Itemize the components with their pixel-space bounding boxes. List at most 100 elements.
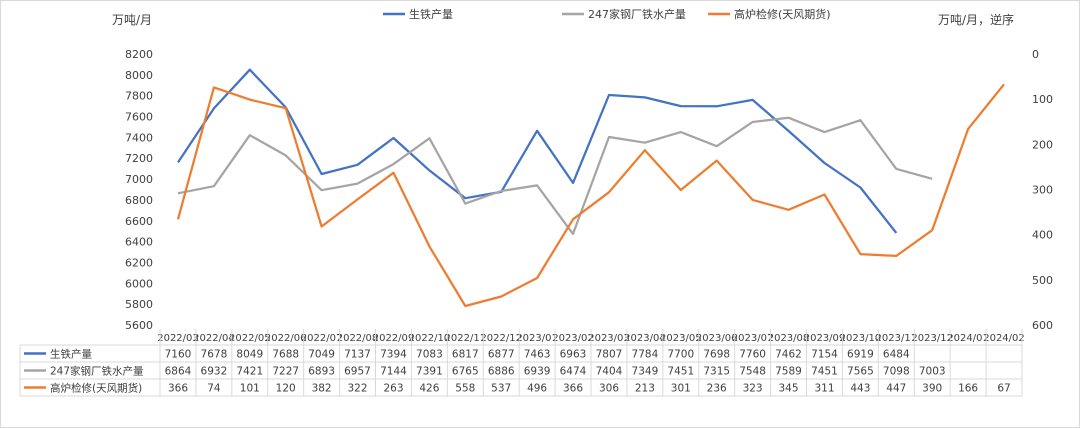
right-axis-ticks: 0 100 200 300 400 500 600 bbox=[1032, 48, 1053, 332]
table-cell-value: 6817 bbox=[452, 349, 479, 361]
right-tick-label: 100 bbox=[1032, 93, 1053, 106]
table-cell-value: 6893 bbox=[308, 366, 335, 378]
table-cell-value: 7548 bbox=[739, 366, 766, 378]
left-tick-label: 7800 bbox=[125, 90, 153, 103]
table-cell-value: 7137 bbox=[344, 349, 371, 361]
table-cell-value: 558 bbox=[455, 383, 475, 395]
category-label: 2023/10 bbox=[840, 333, 882, 344]
table-cell-value: 7003 bbox=[919, 366, 946, 378]
category-label: 2023/07 bbox=[732, 333, 774, 344]
legend-label: 生铁产量 bbox=[409, 7, 453, 21]
table-cell-value: 7463 bbox=[524, 349, 551, 361]
table-cell-value: 443 bbox=[850, 383, 870, 395]
category-label: 2022/04 bbox=[193, 333, 235, 344]
table-cell-value: 6877 bbox=[488, 349, 515, 361]
category-label: 2022/07 bbox=[301, 333, 343, 344]
left-tick-label: 7000 bbox=[125, 173, 153, 186]
table-cell-value: 7700 bbox=[667, 349, 694, 361]
table-cell-value: 7154 bbox=[811, 349, 838, 361]
table-row-label: 247家钢厂铁水产量 bbox=[50, 365, 144, 378]
right-tick-label: 600 bbox=[1032, 319, 1053, 332]
category-label: 2023/12 bbox=[911, 333, 953, 344]
table-cell-value: 6932 bbox=[201, 366, 228, 378]
left-tick-label: 6800 bbox=[125, 194, 153, 207]
table-cell-value: 6765 bbox=[452, 366, 479, 378]
category-label: 2023/04 bbox=[624, 333, 666, 344]
table-cell-value: 7160 bbox=[165, 349, 192, 361]
table-cell-value: 6919 bbox=[847, 349, 874, 361]
table-cell-value: 496 bbox=[527, 383, 547, 395]
table-cell-value: 7451 bbox=[667, 366, 694, 378]
table-cell-value: 323 bbox=[743, 383, 763, 395]
table-cell-value: 382 bbox=[312, 383, 332, 395]
category-label: 2022/06 bbox=[265, 333, 307, 344]
table-cell-value: 6957 bbox=[344, 366, 371, 378]
category-label: 2022/12 bbox=[480, 333, 522, 344]
table-cell-value: 74 bbox=[207, 383, 221, 395]
series-line-3 bbox=[176, 83, 1005, 308]
left-axis-ticks: 5600 5800 6000 6200 6400 6600 6800 7000 7200 7400… bbox=[125, 48, 153, 332]
right-tick-label: 400 bbox=[1032, 229, 1053, 242]
category-label: 2022/08 bbox=[337, 333, 379, 344]
table-cell-value: 306 bbox=[599, 383, 619, 395]
table-cell-value: 7144 bbox=[380, 366, 407, 378]
table-cell-value: 6474 bbox=[560, 366, 587, 378]
category-label: 2022/11 bbox=[445, 333, 487, 344]
category-label: 2023/02 bbox=[552, 333, 594, 344]
left-tick-label: 6400 bbox=[125, 236, 153, 249]
table-cell-value: 6864 bbox=[165, 366, 192, 378]
table-cell-value: 447 bbox=[886, 383, 906, 395]
table-cell-value: 6963 bbox=[560, 349, 587, 361]
left-tick-label: 8000 bbox=[125, 69, 153, 82]
table-cell-value: 7098 bbox=[883, 366, 910, 378]
table-cell-value: 7688 bbox=[272, 349, 299, 361]
table-cell-value: 67 bbox=[997, 383, 1010, 395]
legend-label: 高炉检修(天风期货) bbox=[734, 7, 831, 21]
left-tick-label: 7200 bbox=[125, 152, 153, 165]
table-cell-value: 366 bbox=[168, 383, 188, 395]
category-label: 2023/03 bbox=[588, 333, 630, 344]
table-cell-value: 7698 bbox=[703, 349, 730, 361]
right-tick-label: 500 bbox=[1032, 274, 1053, 287]
table-cell-value: 7678 bbox=[201, 349, 228, 361]
category-label: 2023/06 bbox=[696, 333, 738, 344]
table-cell-value: 166 bbox=[958, 383, 978, 395]
table-cell-value: 7451 bbox=[811, 366, 838, 378]
table-cell-value: 7315 bbox=[703, 366, 730, 378]
category-label: 2023/11 bbox=[876, 333, 918, 344]
category-label: 2022/09 bbox=[373, 333, 415, 344]
left-tick-label: 8200 bbox=[125, 48, 153, 61]
table-cell-value: 8049 bbox=[236, 349, 263, 361]
plot-lines bbox=[176, 68, 1005, 308]
table-cell-value: 7349 bbox=[632, 366, 659, 378]
category-label: 2022/05 bbox=[229, 333, 271, 344]
right-tick-label: 300 bbox=[1032, 184, 1053, 197]
left-axis-label: 万吨/月 bbox=[112, 13, 152, 27]
table-cell-value: 311 bbox=[814, 383, 834, 395]
category-label: 2022/03 bbox=[157, 333, 199, 344]
table-cell-value: 6484 bbox=[883, 349, 910, 361]
table-cell-value: 7049 bbox=[308, 349, 335, 361]
category-label: 2022/10 bbox=[409, 333, 451, 344]
category-label: 2023/08 bbox=[768, 333, 810, 344]
table-cell-value: 7565 bbox=[847, 366, 874, 378]
table-cell-value: 7394 bbox=[380, 349, 407, 361]
legend-label: 247家钢厂铁水产量 bbox=[588, 7, 686, 21]
table-cell-value: 7227 bbox=[272, 366, 299, 378]
table-cell-value: 7421 bbox=[236, 366, 263, 378]
left-tick-label: 5600 bbox=[125, 319, 153, 332]
right-tick-label: 0 bbox=[1032, 48, 1039, 61]
category-label: 2023/01 bbox=[516, 333, 558, 344]
table-cell-value: 366 bbox=[563, 383, 583, 395]
category-label: 2024/02 bbox=[983, 333, 1025, 344]
table-cell-value: 6886 bbox=[488, 366, 515, 378]
table-cell-value: 101 bbox=[240, 383, 260, 395]
table-cell-value: 6939 bbox=[524, 366, 551, 378]
table-row-label: 高炉检修(天风期货) bbox=[50, 382, 142, 395]
right-axis-label: 万吨/月，逆序 bbox=[938, 12, 1014, 27]
table-cell-value: 7462 bbox=[775, 349, 802, 361]
table-cell-value: 7589 bbox=[775, 366, 802, 378]
left-tick-label: 6600 bbox=[125, 215, 153, 228]
